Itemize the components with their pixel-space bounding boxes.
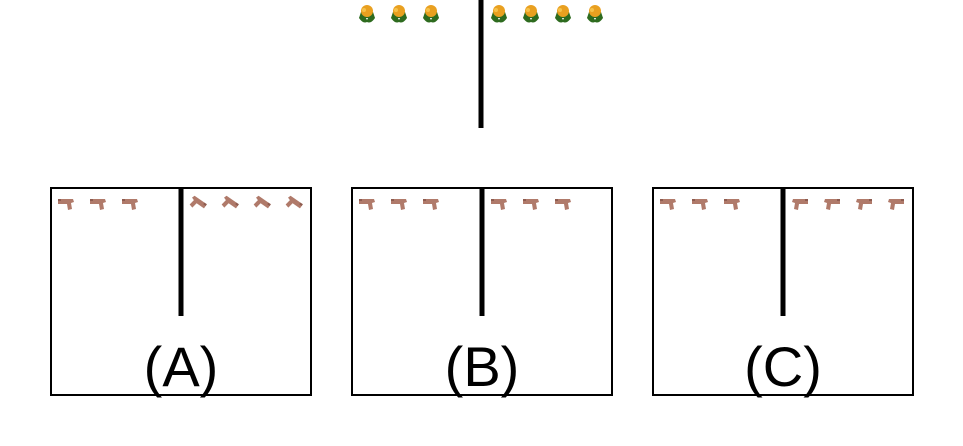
option-b-panel[interactable]: (B) [351, 187, 613, 398]
option-a-panel[interactable]: (A) [50, 187, 312, 398]
flower-icon [491, 5, 507, 23]
flower-icon [423, 5, 439, 23]
flower-icon [523, 5, 539, 23]
flower-icon [359, 5, 375, 23]
flower-icon [555, 5, 571, 23]
option-b-label: (B) [445, 335, 520, 398]
flower-icon [587, 5, 603, 23]
prompt-left-group [359, 5, 439, 23]
flower-icon [391, 5, 407, 23]
prompt-panel [359, 0, 603, 128]
option-a-label: (A) [144, 335, 219, 398]
prompt-right-group [491, 5, 603, 23]
option-c-panel[interactable]: (C) [652, 187, 914, 398]
option-c-label: (C) [744, 335, 822, 398]
